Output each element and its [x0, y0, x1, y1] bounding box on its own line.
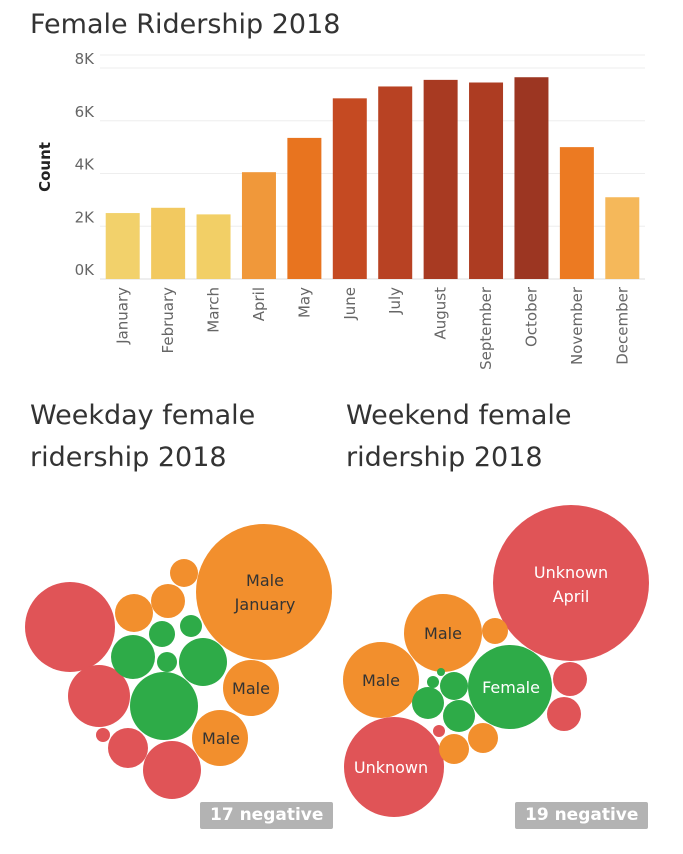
x-tick-label: November — [568, 286, 586, 365]
bar[interactable] — [514, 77, 549, 279]
bubble[interactable] — [482, 618, 508, 644]
bubble[interactable] — [404, 594, 482, 672]
weekday-chart-title: Weekday female ridership 2018 — [30, 400, 256, 473]
bubble[interactable] — [179, 638, 227, 686]
bubble[interactable] — [157, 652, 177, 672]
y-tick-label: 2K — [75, 208, 96, 226]
bubble[interactable] — [493, 505, 649, 661]
bubble[interactable] — [468, 645, 552, 729]
x-tick-label: July — [386, 287, 404, 315]
bar[interactable] — [241, 172, 276, 279]
bubble-label: Male — [202, 729, 240, 748]
bubble[interactable] — [143, 741, 201, 799]
x-axis-ticks: January February March April May June July Augu… — [114, 286, 632, 370]
bubble[interactable] — [440, 672, 468, 700]
bubble[interactable] — [96, 728, 110, 742]
bubble[interactable] — [170, 559, 198, 587]
bar[interactable] — [469, 82, 504, 279]
bubble[interactable] — [115, 594, 153, 632]
weekend-bubbles — [343, 505, 649, 817]
bubble[interactable] — [108, 728, 148, 768]
bar[interactable] — [332, 98, 367, 279]
bubble-label: Male — [246, 571, 284, 590]
bubble[interactable] — [412, 687, 444, 719]
bubble[interactable] — [468, 723, 498, 753]
bubble-label: April — [553, 587, 590, 606]
bubble[interactable] — [553, 662, 587, 696]
y-tick-label: 6K — [75, 103, 96, 121]
bubble[interactable] — [343, 642, 419, 718]
y-tick-label: 4K — [75, 156, 96, 174]
x-tick-label: April — [250, 287, 268, 321]
bar[interactable] — [151, 207, 186, 279]
bubble[interactable] — [68, 665, 130, 727]
bubble-label: January — [234, 595, 296, 614]
x-tick-label: January — [114, 287, 132, 345]
bubble[interactable] — [547, 697, 581, 731]
bubble-label: Male — [362, 671, 400, 690]
x-tick-label: March — [205, 287, 223, 333]
chart-title: Female Ridership 2018 — [30, 9, 341, 40]
bar[interactable] — [378, 86, 413, 280]
y-tick-label: 0K — [75, 261, 96, 279]
bar[interactable] — [287, 137, 322, 279]
weekend-chart-title: Weekend female ridership 2018 — [346, 400, 572, 473]
bar[interactable] — [196, 214, 231, 279]
bubble[interactable] — [180, 615, 202, 637]
x-tick-label: December — [613, 286, 631, 365]
bubble[interactable] — [196, 524, 332, 660]
bubble[interactable] — [427, 676, 439, 688]
x-tick-label: May — [295, 287, 313, 318]
bar[interactable] — [423, 79, 458, 280]
bubble[interactable] — [433, 725, 445, 737]
weekend-negative-badge[interactable]: 19 negative — [515, 802, 649, 829]
weekday-negative-badge[interactable]: 17 negative — [200, 802, 334, 829]
bubble[interactable] — [25, 582, 115, 672]
x-tick-label: August — [432, 287, 450, 340]
bubble[interactable] — [437, 668, 445, 676]
y-axis-ticks: 0K 2K 4K 6K 8K — [75, 50, 96, 279]
weekday-bubbles — [25, 524, 332, 799]
bubble[interactable] — [151, 584, 185, 618]
bubble[interactable] — [130, 672, 198, 740]
bubble[interactable] — [223, 660, 279, 716]
bars — [105, 77, 640, 280]
bubble[interactable] — [344, 717, 444, 817]
y-tick-label: 8K — [75, 50, 96, 68]
bar[interactable] — [605, 197, 640, 279]
bubble[interactable] — [111, 635, 155, 679]
bubble-label: Male — [232, 679, 270, 698]
bar[interactable] — [105, 213, 140, 279]
gridlines — [100, 54, 645, 280]
y-axis-label: Count — [36, 142, 54, 192]
bubble-label: Female — [482, 678, 540, 697]
bubble-label: Male — [424, 624, 462, 643]
bubble[interactable] — [439, 734, 469, 764]
bubble[interactable] — [192, 710, 248, 766]
bar[interactable] — [559, 147, 594, 279]
x-tick-label: September — [477, 286, 495, 370]
x-tick-label: February — [159, 287, 177, 354]
bubble[interactable] — [149, 621, 175, 647]
bubble[interactable] — [443, 700, 475, 732]
bubble-label: Unknown — [534, 563, 608, 582]
x-tick-label: June — [341, 287, 359, 321]
bubble-label: Unknown — [354, 758, 428, 777]
x-tick-label: October — [522, 286, 540, 347]
